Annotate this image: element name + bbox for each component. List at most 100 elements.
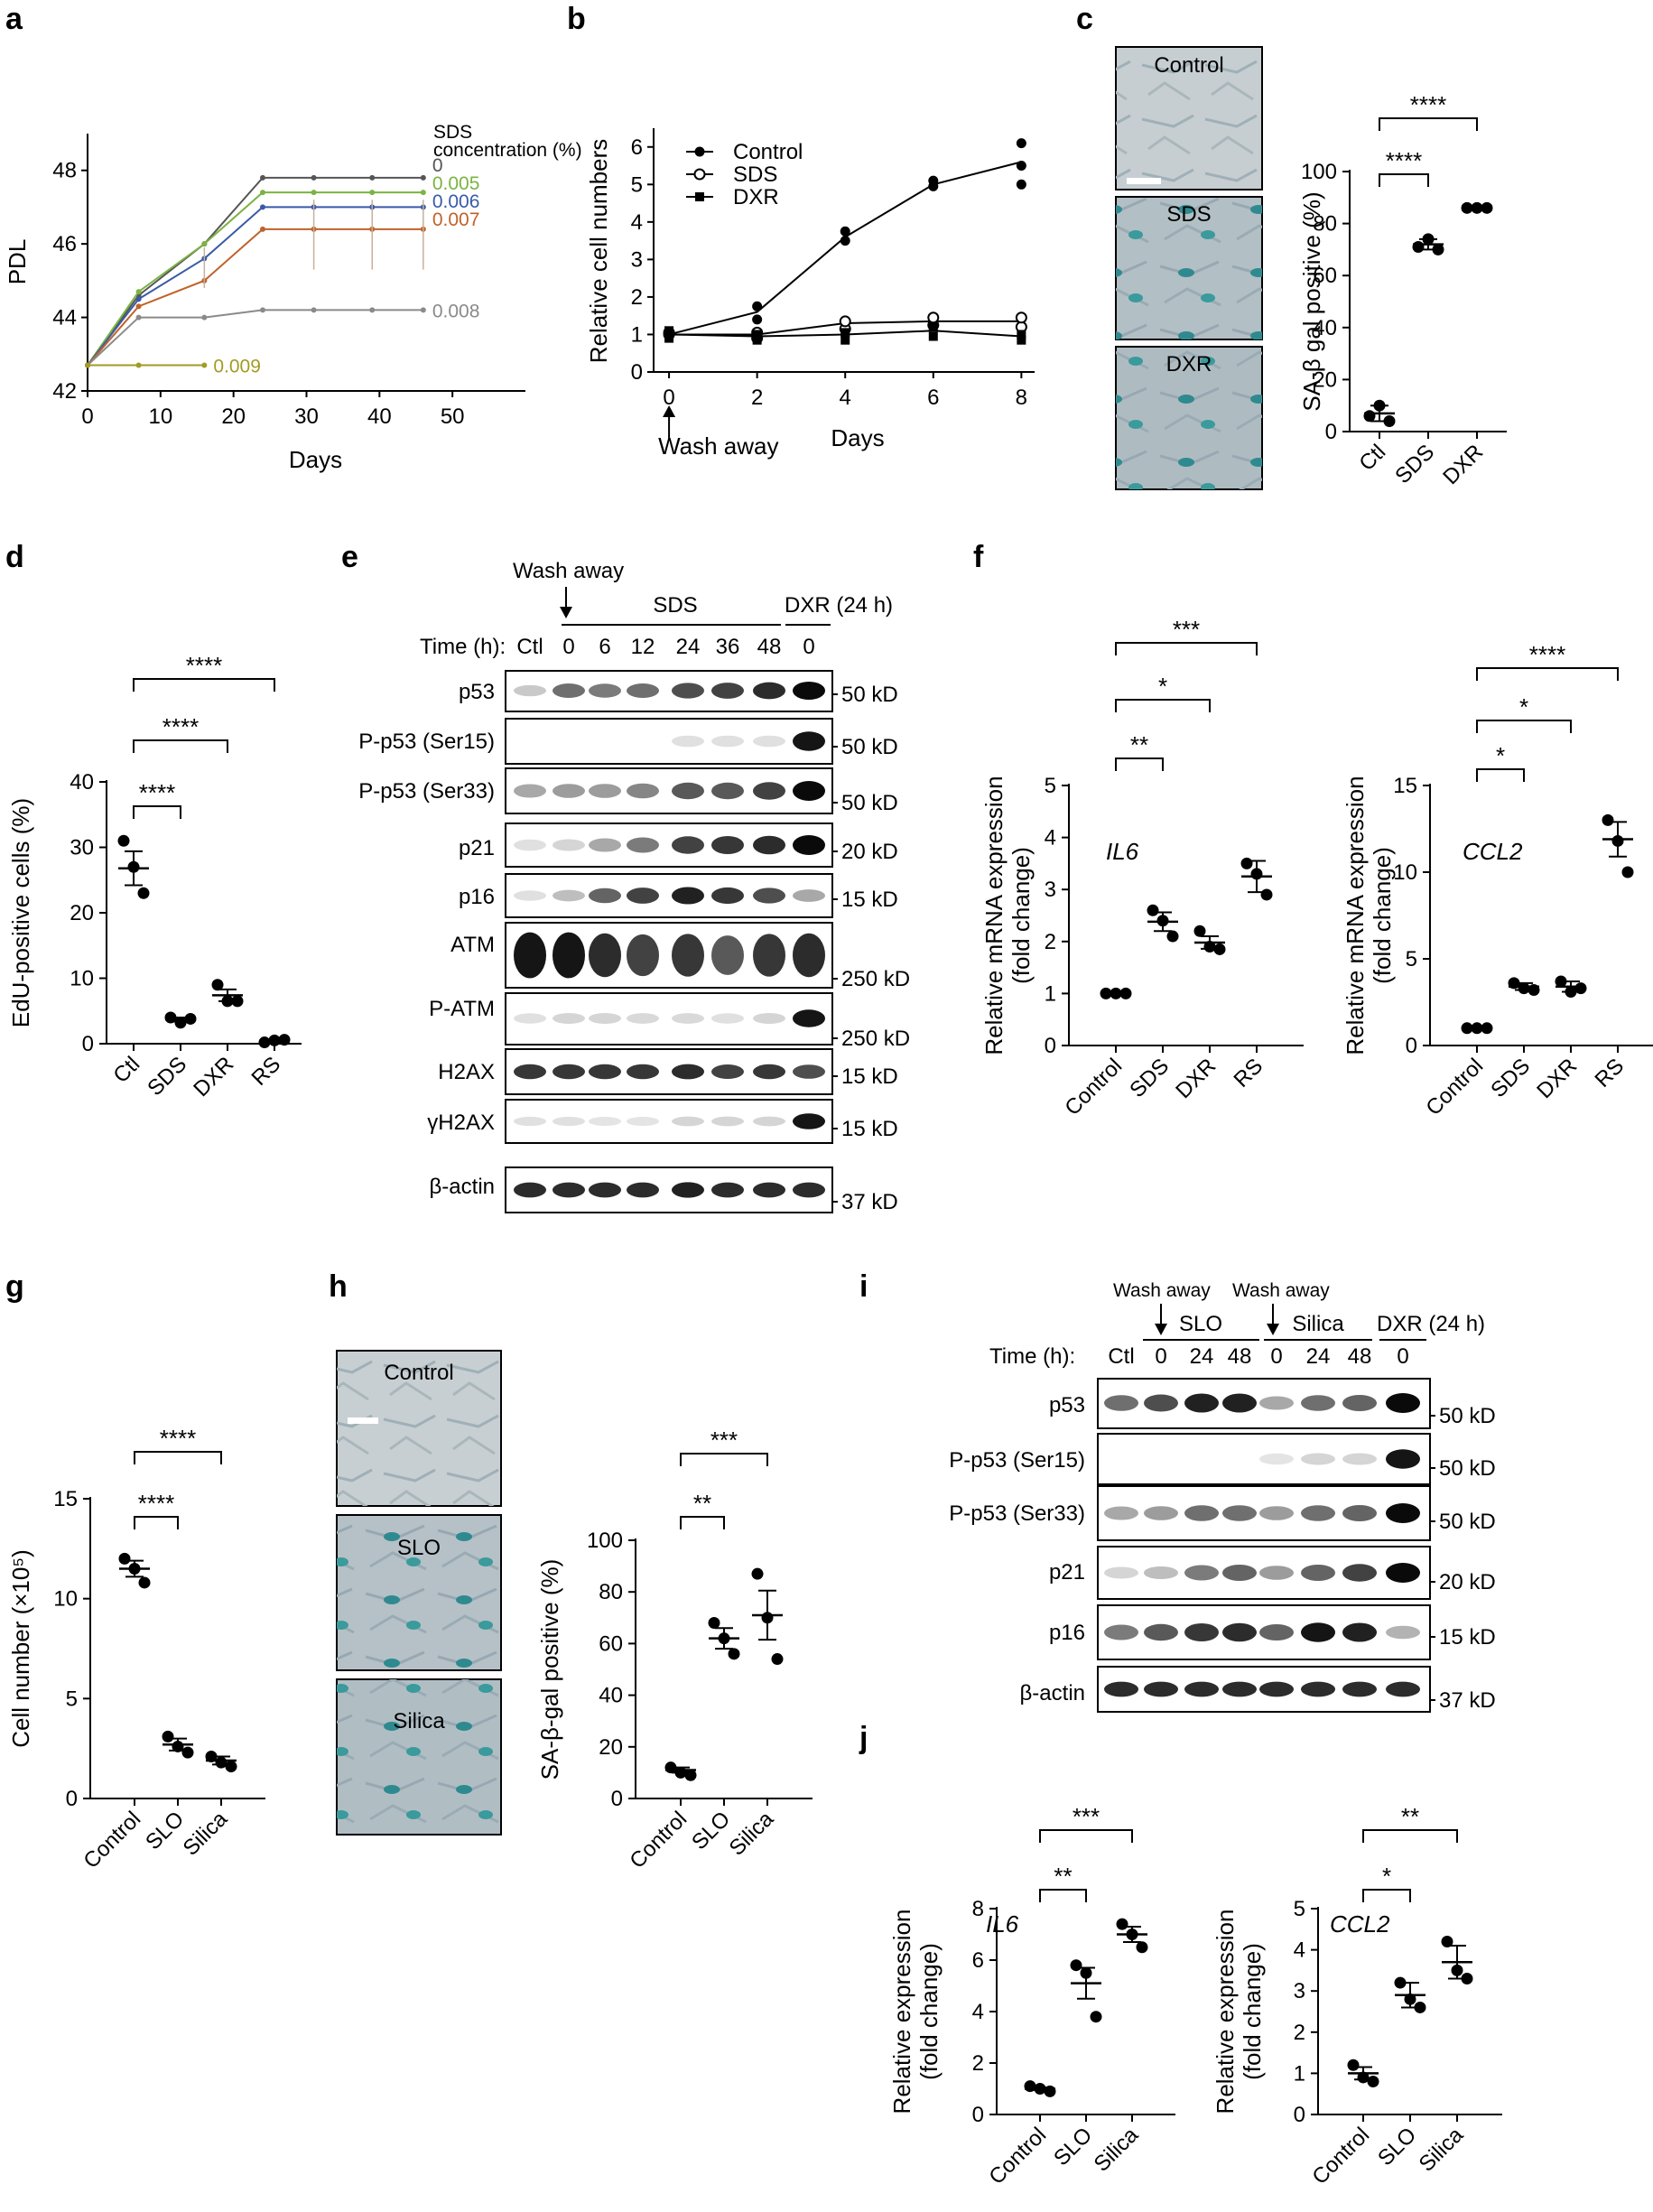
a-series-label: 0.009: [213, 357, 261, 377]
e-band: [753, 1116, 785, 1127]
j1-significance-label: **: [1054, 1863, 1072, 1890]
i-band: [1342, 1622, 1377, 1642]
g-y-tick-label: 5: [66, 1687, 78, 1711]
e-band: [589, 888, 621, 904]
panel-label-c: c: [1076, 2, 1093, 36]
i-protein-label: P-p53 (Ser15): [949, 1448, 1085, 1473]
f2-significance-label: ****: [1529, 641, 1565, 668]
h-y-tick-label: 60: [599, 1631, 623, 1656]
i-band: [1301, 1622, 1335, 1642]
e-band: [514, 684, 546, 697]
e-band: [711, 1182, 744, 1198]
e-band: [553, 932, 585, 979]
a-series-point: [420, 190, 426, 196]
a-series-point: [135, 362, 142, 368]
e-band: [514, 890, 546, 901]
g-significance-bracket: [134, 1451, 222, 1464]
a-x-tick-label: 50: [441, 404, 465, 429]
b-x-tick-label: 4: [840, 386, 851, 410]
i-band: [1104, 1624, 1138, 1640]
panel-label-i: i: [859, 1269, 868, 1304]
j1-y-tick-label: 2: [972, 2051, 984, 2076]
b-legend-label: DXR: [733, 185, 779, 209]
a-series-point: [85, 362, 90, 368]
e-band: [627, 1013, 659, 1024]
j1-data-point: [1070, 1959, 1082, 1972]
f2-y-tick-label: 15: [1393, 774, 1417, 798]
blot-e-group-dxr: DXR (24 h): [785, 593, 893, 618]
d-y-tick-label: 20: [70, 901, 94, 925]
blot-i-group-silica: Silica: [1292, 1312, 1344, 1336]
e-band: [553, 784, 585, 798]
c-category-label: SDS: [1390, 440, 1439, 488]
c-data-point: [1432, 243, 1444, 256]
blot-i-wash-arrowhead-2: [1267, 1324, 1279, 1335]
a-series-label: 0.006: [432, 191, 480, 212]
e-band: [753, 735, 785, 748]
i-band: [1342, 1564, 1377, 1582]
i-lane-label: 0: [1155, 1344, 1166, 1369]
b-data-point: [752, 335, 762, 345]
e-lane-label: 0: [803, 635, 814, 659]
d-significance-label: ****: [139, 779, 175, 806]
j1-y-axis-label: Relative expression: [888, 1910, 915, 2114]
i-band: [1259, 1453, 1294, 1465]
panel-label-j: j: [859, 1721, 868, 1755]
blot-e-group-sds: SDS: [653, 593, 697, 618]
i-band: [1104, 1395, 1138, 1411]
f1-y-tick-label: 5: [1045, 774, 1056, 798]
i-band: [1104, 1681, 1138, 1697]
a-series-label: 0.008: [432, 301, 480, 321]
e-band: [589, 683, 621, 698]
b-data-point: [1016, 138, 1026, 149]
i-protein-label: p21: [1049, 1560, 1085, 1585]
f1-y-tick-label: 4: [1045, 826, 1056, 850]
c-y-tick-label: 0: [1325, 420, 1337, 444]
e-band: [627, 1116, 659, 1127]
i-lane-label: 0: [1397, 1344, 1408, 1369]
a-series-point: [420, 307, 426, 313]
panel-h-micrographs: Control SLO Silica: [336, 1350, 502, 1836]
b-legend-marker: [694, 146, 705, 157]
j1-data-point: [1090, 2011, 1102, 2023]
i-protein-label: P-p53 (Ser33): [949, 1501, 1085, 1526]
f2-significance-bracket: [1476, 720, 1572, 733]
e-band: [553, 889, 585, 902]
e-band: [711, 887, 744, 905]
micrograph-h-label-control: Control: [384, 1361, 453, 1385]
a-series-point: [420, 174, 426, 181]
j1-significance-bracket: [1039, 1829, 1133, 1843]
b-data-point: [664, 333, 674, 343]
f1-significance-label: *: [1158, 673, 1167, 700]
j1-data-point: [1116, 1918, 1128, 1930]
panel-i-western-blot: Wash away Wash away SLO Silica DXR (24 h…: [949, 1280, 1496, 1713]
f1-significance-bracket: [1115, 699, 1211, 712]
e-band: [793, 835, 825, 855]
b-data-point: [1017, 330, 1026, 339]
f1-y-tick-label: 0: [1045, 1034, 1056, 1058]
j1-category-label: SLO: [1049, 2123, 1097, 2170]
e-band: [553, 1064, 585, 1080]
a-y-tick-label: 42: [52, 379, 77, 404]
b-x-axis-label: Days: [831, 424, 884, 451]
i-band: [1144, 1566, 1178, 1580]
e-band: [672, 782, 704, 800]
i-band: [1301, 1681, 1335, 1697]
e-band: [627, 934, 659, 977]
i-band: [1342, 1394, 1377, 1412]
i-band: [1386, 1503, 1420, 1523]
e-band: [553, 839, 585, 851]
j2-category-label: Silica: [1415, 2123, 1469, 2177]
e-band: [711, 1064, 744, 1079]
e-band: [672, 1064, 704, 1080]
e-band: [753, 682, 785, 700]
i-lane-label: 0: [1270, 1344, 1282, 1369]
d-y-axis-label: EdU-positive cells (%): [7, 798, 34, 1027]
i-band: [1222, 1622, 1257, 1642]
micrograph-dxr-cells: [1116, 347, 1262, 489]
b-x-tick-label: 8: [1016, 386, 1027, 410]
blot-i-group-slo: SLO: [1179, 1312, 1222, 1336]
